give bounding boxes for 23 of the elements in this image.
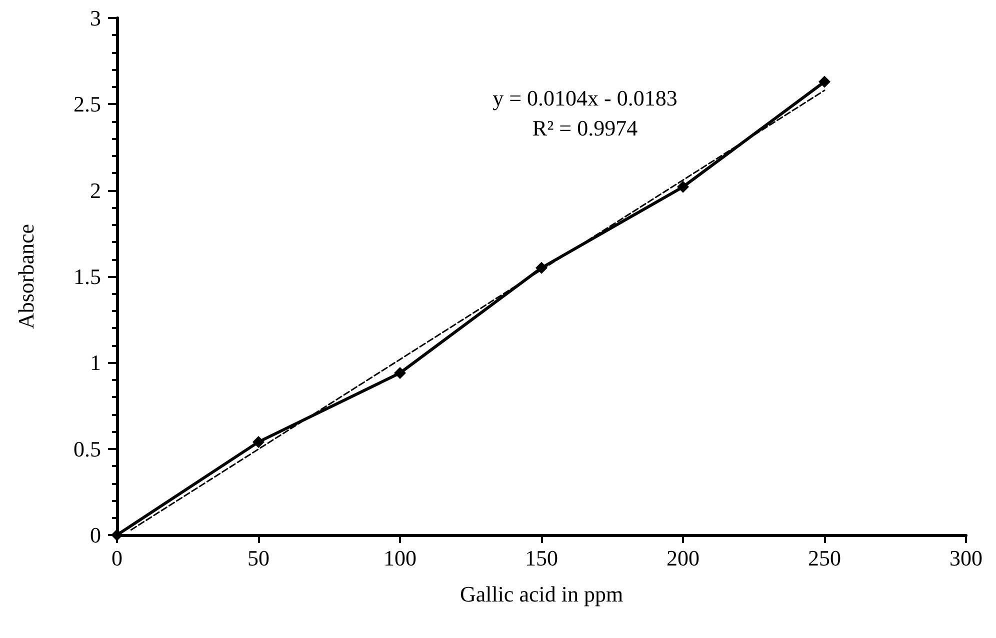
y-tick-label: 2 xyxy=(90,178,101,203)
y-tick-label: 3 xyxy=(90,6,101,30)
y-tick-label: 1 xyxy=(90,350,101,376)
y-tick-label: 1.5 xyxy=(74,264,101,289)
x-tick-label: 50 xyxy=(248,546,270,570)
y-tick-label: 0.5 xyxy=(74,436,101,462)
y-tick-label: 2.5 xyxy=(74,92,101,117)
point xyxy=(677,180,689,193)
x-tick-label: 100 xyxy=(384,546,416,570)
annotation: y = 0.0104x - 0.0183 xyxy=(492,86,678,110)
point xyxy=(252,436,264,448)
x-tick-label: 250 xyxy=(808,546,841,570)
y-axis-title: Absorbance xyxy=(14,224,38,330)
point xyxy=(818,76,830,88)
y-tick-label: 0 xyxy=(90,522,101,548)
point xyxy=(394,367,406,380)
x-tick-label: 0 xyxy=(112,546,122,570)
point xyxy=(536,262,548,274)
x-axis-title: Gallic acid in ppm xyxy=(460,582,624,606)
annotation: R² = 0.9974 xyxy=(532,116,638,140)
x-tick-label: 300 xyxy=(950,546,982,570)
x-tick-label: 150 xyxy=(525,546,558,570)
x-tick-label: 200 xyxy=(666,546,700,570)
